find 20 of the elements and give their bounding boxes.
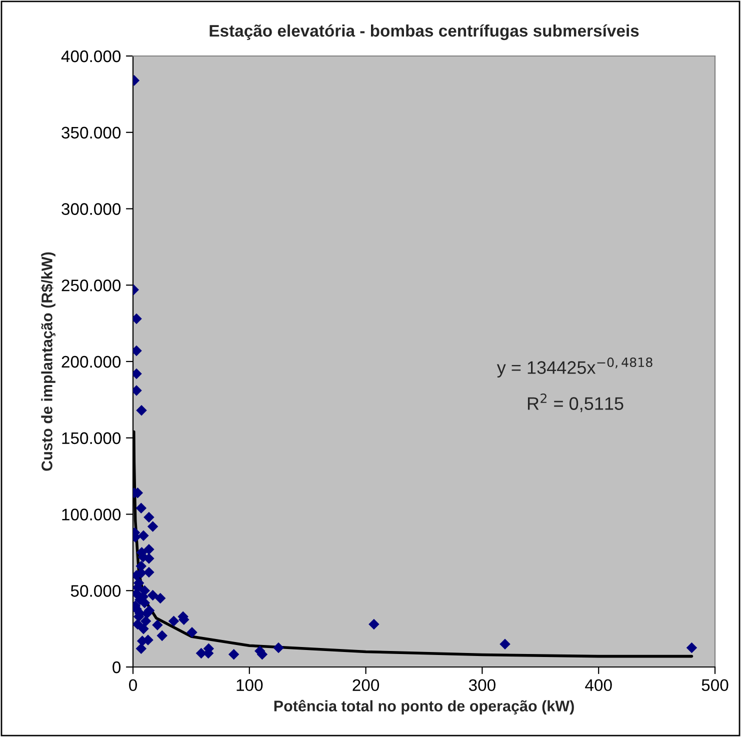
y-tick-label: 100.000 <box>62 508 121 520</box>
y-tick-label: 200.000 <box>62 356 121 368</box>
annotation: R$^{2}$ = 0,5115 <box>528 393 624 412</box>
y-tick-label: 350.000 <box>62 126 121 139</box>
x-tick-label: 300 <box>468 679 496 692</box>
x-tick-label: 400 <box>585 679 612 692</box>
x-tick-label: 100 <box>236 679 263 692</box>
y-tick-label: 400.000 <box>61 50 121 62</box>
y-tick-label: 0 <box>112 661 121 674</box>
x-tick-label: 500 <box>702 679 728 692</box>
y-tick-label: 300.000 <box>62 203 121 215</box>
chart-title: Estação elevatória - bombas centrífugas submersíveis <box>210 24 639 40</box>
y-tick-label: 250.000 <box>62 280 121 292</box>
x-tick-label: 0 <box>129 679 137 692</box>
x-tick-label: 200 <box>352 679 380 692</box>
annotation: y = 134425x$^{−0,4818}$ <box>496 358 652 378</box>
y-tick-label: 150.000 <box>62 432 121 444</box>
x-axis-title: Potência total no ponto de operação (kW) <box>274 700 574 714</box>
y-axis-title: Custo de implantação (R$/kW) <box>40 252 56 471</box>
y-tick-label: 50.000 <box>70 585 121 597</box>
